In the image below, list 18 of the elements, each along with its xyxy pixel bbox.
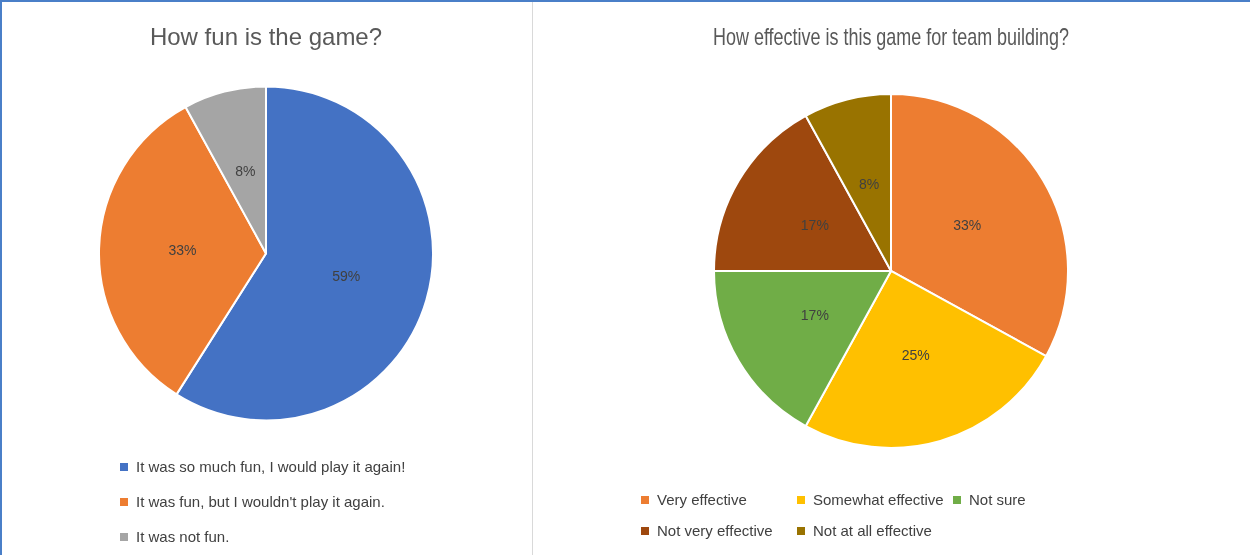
data-label: 33% bbox=[953, 216, 982, 233]
data-label: 8% bbox=[858, 176, 880, 193]
legend-label: Very effective bbox=[657, 491, 747, 508]
chart-title: How fun is the game? bbox=[149, 23, 383, 51]
data-label: 59% bbox=[332, 267, 361, 284]
legend-label: Not at all effective bbox=[813, 522, 932, 539]
legend-label: It was not fun. bbox=[136, 528, 230, 545]
legend-label: Not very effective bbox=[657, 522, 773, 539]
data-label: 8% bbox=[235, 163, 256, 180]
data-label: 25% bbox=[901, 346, 930, 363]
data-label: 33% bbox=[168, 241, 197, 258]
legend-label: Not sure bbox=[969, 491, 1026, 508]
data-label: 17% bbox=[800, 216, 829, 233]
legend-label: It was fun, but I wouldn't play it again. bbox=[136, 493, 385, 510]
data-label: 17% bbox=[800, 306, 829, 323]
legend-label: Somewhat effective bbox=[813, 491, 944, 508]
chart-title: How effective is this game for team building? bbox=[713, 23, 1069, 51]
legend-label: It was so much fun, I would play it again! bbox=[136, 458, 406, 475]
